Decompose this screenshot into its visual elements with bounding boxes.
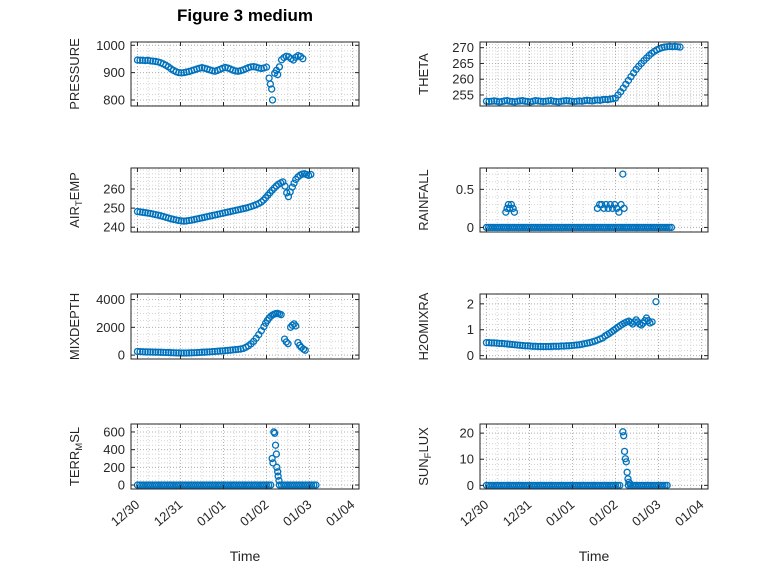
svg-text:4000: 4000 bbox=[96, 292, 125, 307]
subplot-pressure: 800 900 1000 PRESSURE bbox=[67, 38, 360, 110]
subplot-rainfall: 0 0.5 RAINFALL bbox=[416, 167, 709, 235]
svg-text:01/04: 01/04 bbox=[323, 497, 358, 529]
svg-text:240: 240 bbox=[103, 220, 125, 235]
svg-text:20: 20 bbox=[460, 426, 474, 441]
svg-text:200: 200 bbox=[103, 460, 125, 475]
svg-text:600: 600 bbox=[103, 424, 125, 439]
svg-text:0: 0 bbox=[467, 478, 474, 493]
time-axis-label-left: Time bbox=[229, 548, 261, 564]
svg-text:01/02: 01/02 bbox=[237, 497, 272, 529]
svg-text:01/03: 01/03 bbox=[629, 497, 664, 529]
svg-text:PRESSURE: PRESSURE bbox=[67, 38, 82, 110]
svg-text:AIRTEMP: AIRTEMP bbox=[67, 172, 85, 228]
time-axis-label-right: Time bbox=[578, 548, 610, 564]
svg-text:01/02: 01/02 bbox=[586, 497, 621, 529]
svg-text:400: 400 bbox=[103, 442, 125, 457]
svg-text:2000: 2000 bbox=[96, 320, 125, 335]
subplot-air-temp: 240 250 260 AIRTEMP bbox=[67, 167, 360, 235]
subplot-terr-msl: 0 200 400 600 12/30 12/31 01/01 01/02 01/03 01/04… bbox=[67, 423, 360, 529]
svg-text:2: 2 bbox=[467, 296, 474, 311]
svg-text:260: 260 bbox=[103, 182, 125, 197]
svg-text:MIXDEPTH: MIXDEPTH bbox=[67, 293, 82, 360]
svg-text:250: 250 bbox=[103, 201, 125, 216]
svg-text:260: 260 bbox=[452, 72, 474, 87]
svg-text:0: 0 bbox=[118, 478, 125, 493]
subplot-h2omixra: 0 1 2 H2OMIXRA bbox=[416, 292, 709, 363]
svg-text:10: 10 bbox=[460, 452, 474, 467]
svg-text:01/04: 01/04 bbox=[672, 497, 707, 529]
svg-text:900: 900 bbox=[103, 65, 125, 80]
svg-text:265: 265 bbox=[452, 56, 474, 71]
figure-title: Figure 3 medium bbox=[176, 6, 314, 25]
svg-text:0: 0 bbox=[467, 220, 474, 235]
svg-text:0: 0 bbox=[467, 348, 474, 363]
svg-text:12/31: 12/31 bbox=[500, 497, 535, 529]
svg-text:255: 255 bbox=[452, 87, 474, 102]
svg-text:12/30: 12/30 bbox=[108, 497, 143, 529]
svg-text:H2OMIXRA: H2OMIXRA bbox=[416, 292, 431, 360]
subplot-sun-flux: 0 10 20 12/30 12/31 01/01 01/02 01/03 01/04 SUNFL… bbox=[416, 423, 709, 529]
svg-text:SUNFLUX: SUNFLUX bbox=[416, 427, 434, 486]
svg-text:01/01: 01/01 bbox=[194, 497, 229, 529]
svg-text:TERRMSL: TERRMSL bbox=[67, 427, 85, 486]
subplot-mixdepth: 0 2000 4000 MIXDEPTH bbox=[67, 292, 360, 363]
svg-text:1000: 1000 bbox=[96, 38, 125, 53]
svg-text:01/03: 01/03 bbox=[280, 497, 315, 529]
svg-text:12/30: 12/30 bbox=[457, 497, 492, 529]
svg-text:0: 0 bbox=[118, 348, 125, 363]
svg-text:270: 270 bbox=[452, 40, 474, 55]
svg-text:0.5: 0.5 bbox=[456, 182, 474, 197]
svg-text:12/31: 12/31 bbox=[151, 497, 186, 529]
svg-text:01/01: 01/01 bbox=[543, 497, 578, 529]
svg-text:RAINFALL: RAINFALL bbox=[416, 169, 431, 230]
svg-text:800: 800 bbox=[103, 92, 125, 107]
svg-text:THETA: THETA bbox=[416, 53, 431, 95]
svg-text:1: 1 bbox=[467, 322, 474, 337]
